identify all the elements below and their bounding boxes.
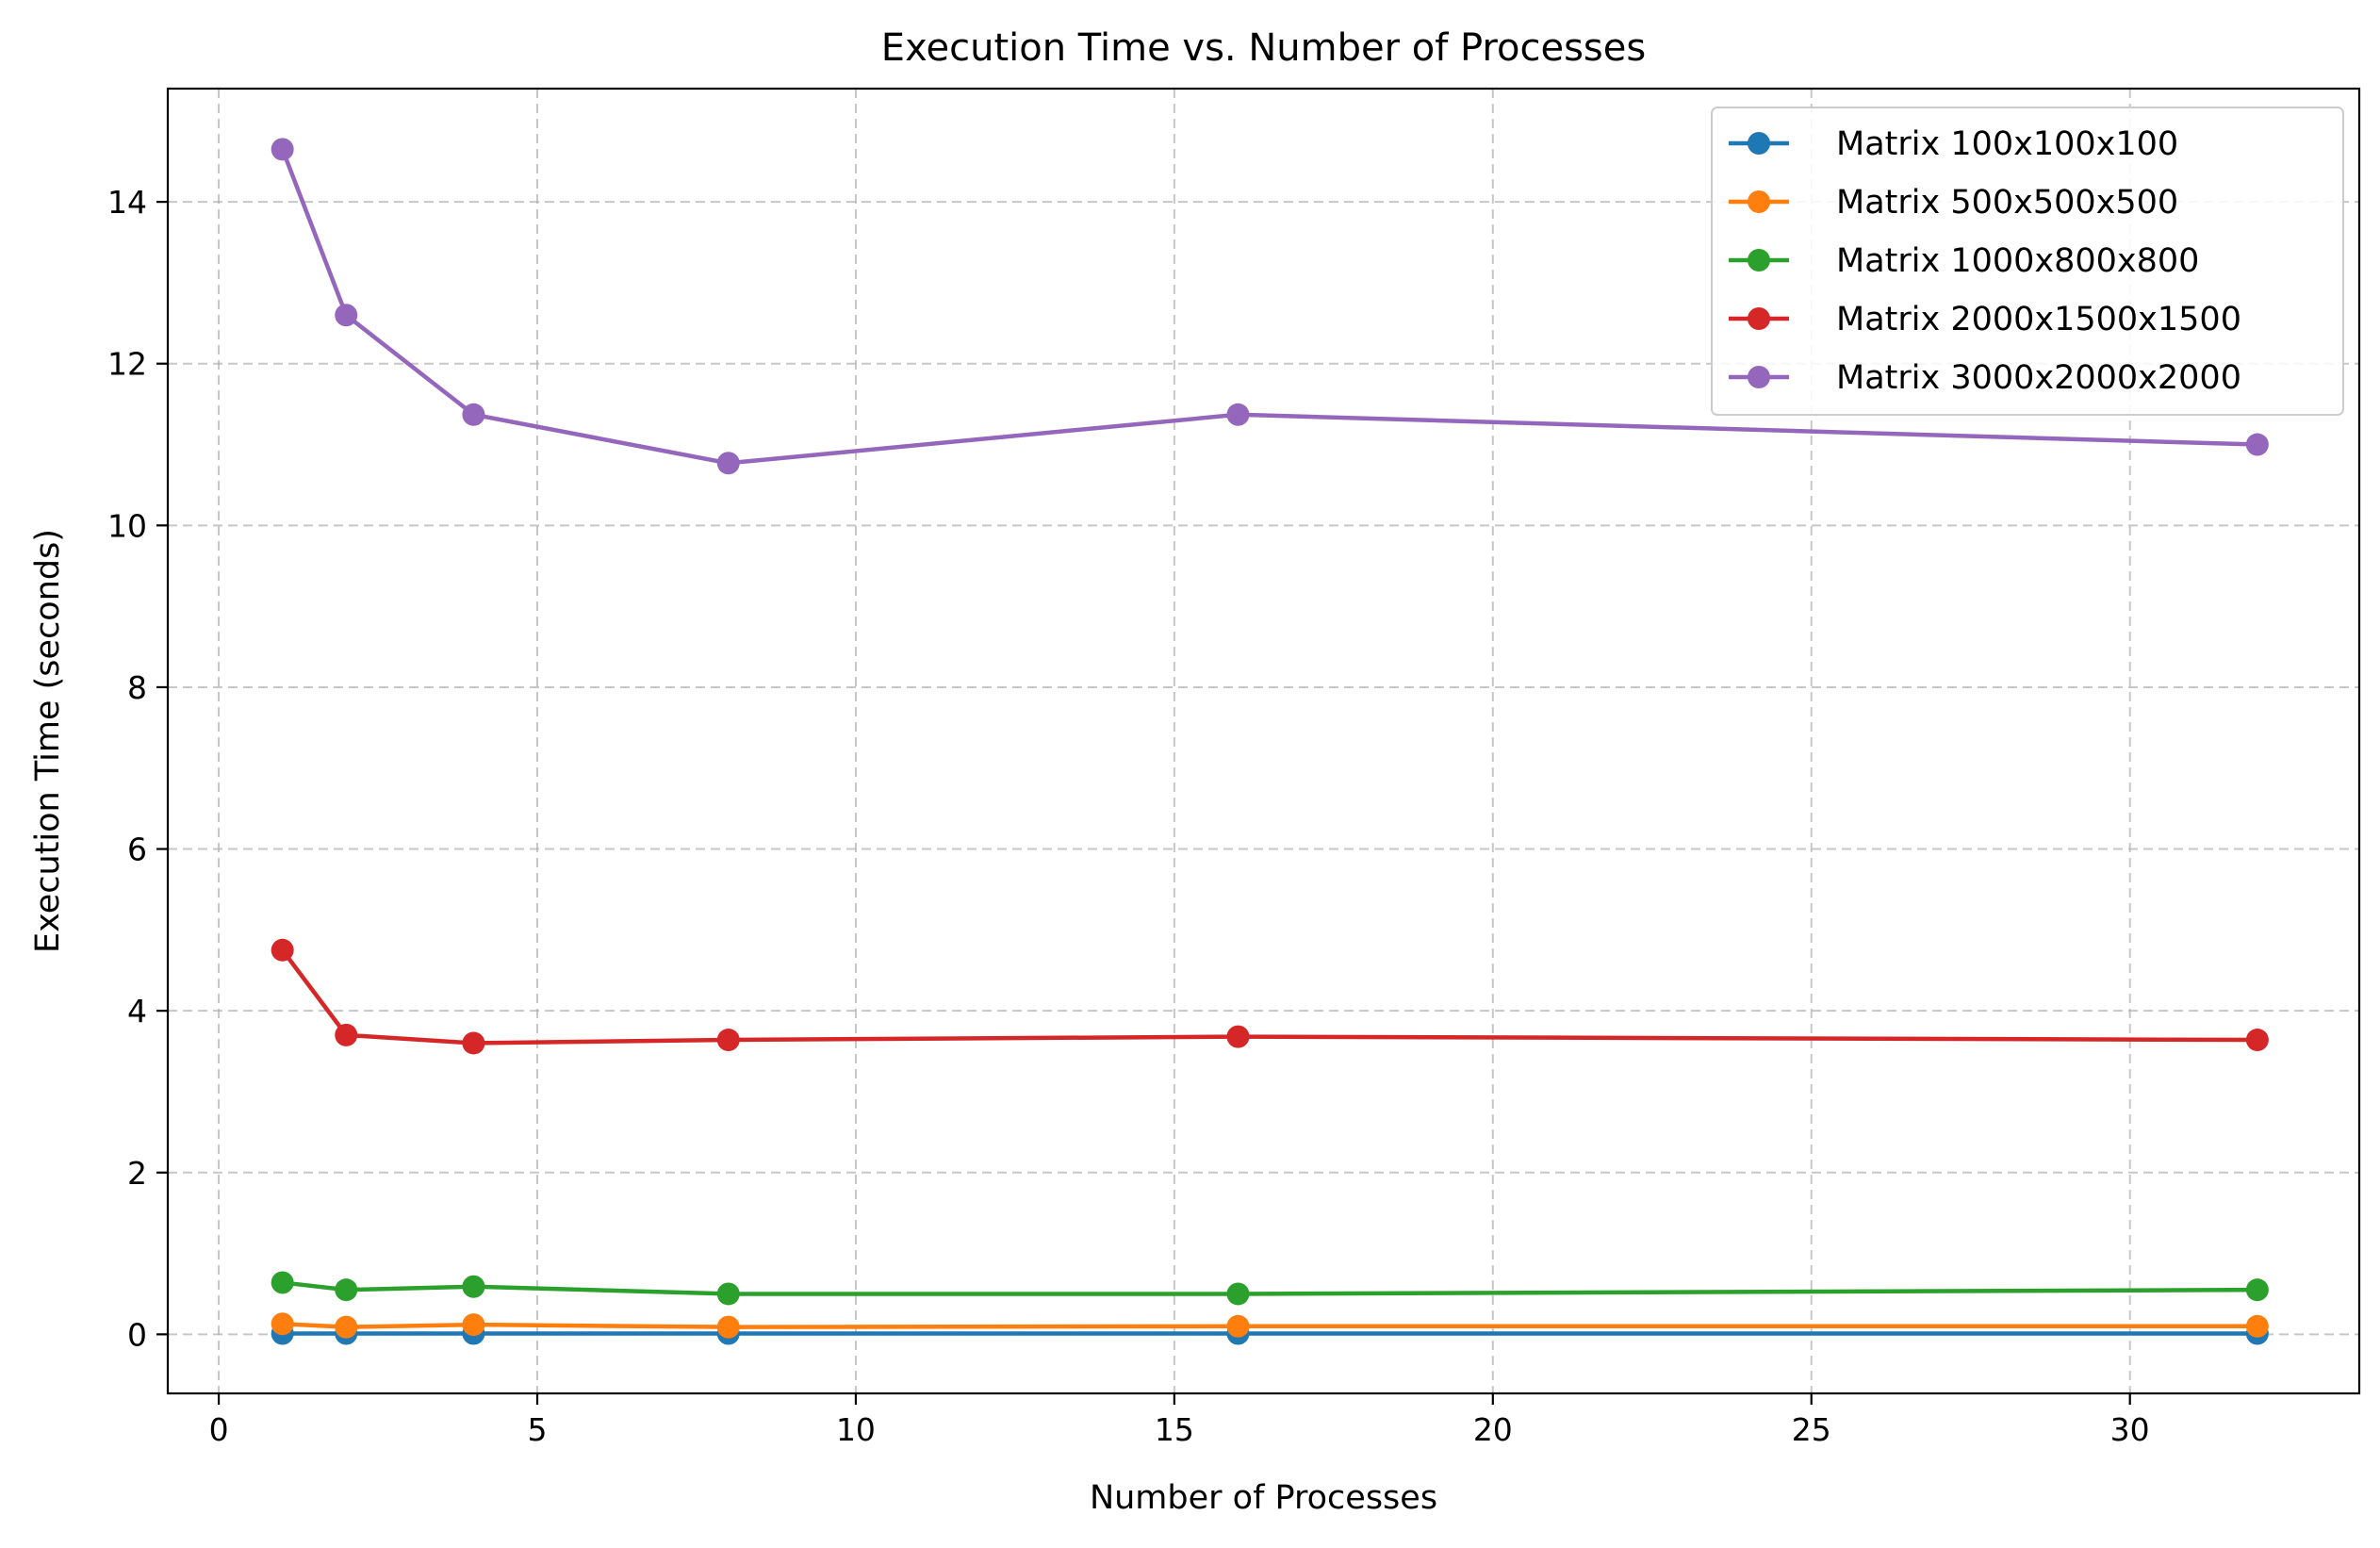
legend: Matrix 100x100x100 Matrix 500x500x500 Matr…: [1711, 107, 2344, 416]
data-point: [1226, 1314, 1250, 1338]
data-point: [2245, 1029, 2269, 1052]
data-point: [716, 1315, 740, 1339]
data-point: [335, 304, 358, 327]
x-tick-label: 20: [1473, 1411, 1513, 1448]
x-tick-label: 0: [209, 1411, 229, 1448]
series-matrix-3000x2000x2000: [271, 138, 2269, 475]
series-line: [282, 1321, 2257, 1329]
legend-label: Matrix 500x500x500: [1836, 184, 2178, 222]
legend-marker: [1748, 307, 1770, 330]
data-point: [716, 452, 740, 475]
y-tick-label: 14: [107, 184, 147, 221]
data-point: [716, 1029, 740, 1052]
series-group: [271, 138, 2269, 1345]
y-tick-label: 12: [107, 346, 147, 383]
series-line: [280, 148, 2257, 466]
data-point: [462, 403, 485, 426]
x-tick-label: 30: [2110, 1411, 2150, 1448]
y-tick-label: 6: [127, 832, 147, 868]
series-line: [280, 948, 2257, 1046]
data-point: [1226, 1282, 1250, 1306]
data-point: [2245, 433, 2269, 456]
y-axis-label: Execution Time (seconds): [29, 529, 67, 953]
axis-ticks: 0 5 10 15 20 25 30 0 2 4 6 8 10 12 14: [107, 184, 2150, 1448]
data-point: [1226, 403, 1250, 426]
data-point: [1226, 1025, 1250, 1048]
data-point: [2245, 1278, 2269, 1302]
legend-marker: [1748, 132, 1770, 155]
legend-box: [1711, 107, 2344, 416]
data-point: [716, 1282, 740, 1306]
legend-marker: [1748, 366, 1770, 388]
data-point: [335, 1315, 358, 1339]
legend-label: Matrix 1000x800x800: [1836, 242, 2199, 280]
y-tick-label: 2: [127, 1155, 147, 1192]
x-axis-label: Number of Processes: [1090, 1479, 1437, 1517]
data-point: [271, 1312, 294, 1336]
y-tick-label: 8: [127, 669, 147, 706]
legend-entry: Matrix 3000x2000x2000: [1729, 359, 2241, 397]
legend-label: Matrix 2000x1500x1500: [1836, 301, 2241, 338]
legend-entry: Matrix 500x500x500: [1729, 184, 2178, 222]
data-point: [335, 1023, 358, 1046]
series-matrix-500x500x500: [271, 1312, 2269, 1339]
plot-frame: [166, 87, 2361, 1395]
x-tick-label: 10: [836, 1411, 876, 1448]
data-point: [271, 938, 294, 962]
data-point: [462, 1313, 485, 1337]
legend-entry: Matrix 1000x800x800: [1729, 242, 2199, 280]
data-point: [271, 1271, 294, 1294]
x-tick-label: 5: [528, 1411, 548, 1448]
x-tick-label: 25: [1792, 1411, 1831, 1448]
legend-marker: [1748, 190, 1770, 213]
x-tick-label: 15: [1155, 1411, 1194, 1448]
data-point: [462, 1275, 485, 1298]
data-point: [462, 1031, 485, 1055]
legend-label: Matrix 3000x2000x2000: [1836, 359, 2241, 397]
y-tick-label: 0: [127, 1316, 147, 1353]
legend-marker: [1748, 249, 1770, 272]
chart-title: Execution Time vs. Number of Processes: [881, 26, 1646, 70]
y-tick-label: 10: [107, 507, 147, 544]
y-tick-label: 4: [127, 993, 147, 1029]
legend-entry: Matrix 100x100x100: [1729, 125, 2178, 163]
legend-entry: Matrix 2000x1500x1500: [1729, 301, 2241, 338]
data-point: [271, 138, 294, 161]
data-point: [335, 1278, 358, 1302]
series-matrix-2000x1500x1500: [271, 938, 2269, 1055]
legend-label: Matrix 100x100x100: [1836, 125, 2178, 163]
data-point: [2245, 1314, 2269, 1338]
series-matrix-1000x800x800: [271, 1271, 2269, 1306]
